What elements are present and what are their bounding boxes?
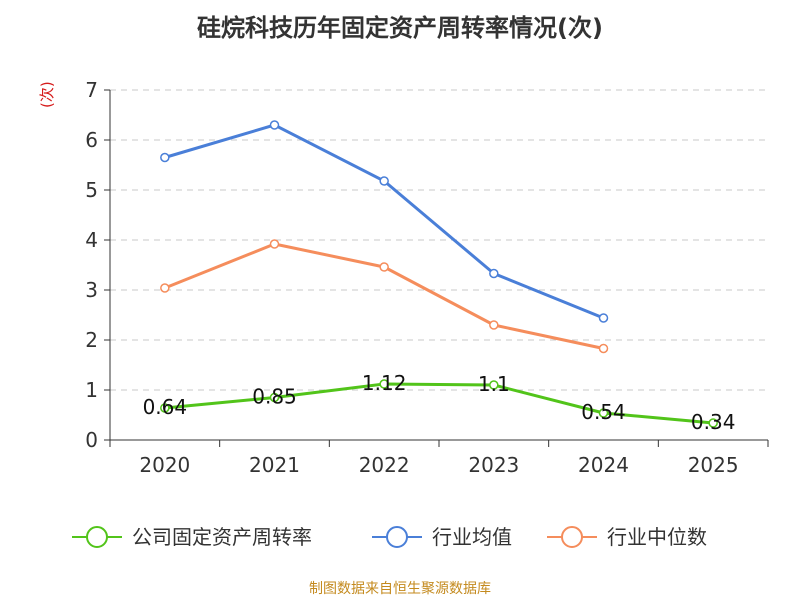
- data-point: [379, 262, 389, 272]
- legend-label: 行业中位数: [607, 525, 707, 549]
- data-point: [489, 268, 499, 279]
- x-tick-label: 2022: [359, 453, 410, 477]
- series-line: [164, 382, 714, 425]
- data-point: [379, 379, 389, 389]
- y-tick-label: 1: [85, 378, 98, 402]
- x-tick-label: 2021: [249, 453, 300, 477]
- x-tick-label: 2023: [468, 453, 519, 477]
- chart-title: 硅烷科技历年固定资产周转率情况(次): [197, 14, 603, 42]
- legend-marker: [386, 526, 408, 548]
- data-point: [160, 403, 170, 413]
- y-tick-label: 4: [85, 228, 98, 252]
- data-label: 0.85: [252, 385, 297, 409]
- x-tick-label: 2025: [688, 453, 739, 477]
- data-point: [269, 120, 280, 130]
- y-tick-label: 0: [85, 428, 98, 452]
- data-point: [379, 176, 389, 186]
- data-point: [160, 283, 170, 293]
- data-point: [489, 380, 499, 390]
- y-tick-label: 2: [85, 328, 98, 352]
- data-label: 0.54: [581, 400, 626, 424]
- series-line: [164, 123, 605, 320]
- source-note: 制图数据来自恒生聚源数据库: [309, 581, 491, 597]
- y-tick-label: 5: [85, 178, 98, 202]
- legend-label: 行业均值: [432, 525, 512, 549]
- legend-label: 公司固定资产周转率: [132, 525, 312, 549]
- data-point: [269, 239, 280, 249]
- legend-marker: [561, 526, 583, 548]
- x-tick-label: 2020: [139, 453, 190, 477]
- y-tick-label: 3: [85, 278, 98, 302]
- data-point: [598, 408, 609, 418]
- y-tick-label: 6: [85, 128, 98, 152]
- data-label: 0.34: [691, 410, 736, 434]
- x-tick-label: 2024: [578, 453, 629, 477]
- data-point: [269, 392, 280, 403]
- y-tick-label: 7: [85, 78, 98, 102]
- data-point: [598, 343, 609, 354]
- data-point: [489, 320, 499, 330]
- data-point: [160, 152, 170, 163]
- data-label: 1.1: [478, 372, 510, 396]
- data-point: [708, 418, 718, 428]
- legend-marker: [86, 526, 108, 548]
- data-label: 0.64: [143, 395, 188, 419]
- data-label: 1.12: [362, 371, 407, 395]
- data-point: [598, 313, 609, 323]
- series-line: [164, 242, 604, 350]
